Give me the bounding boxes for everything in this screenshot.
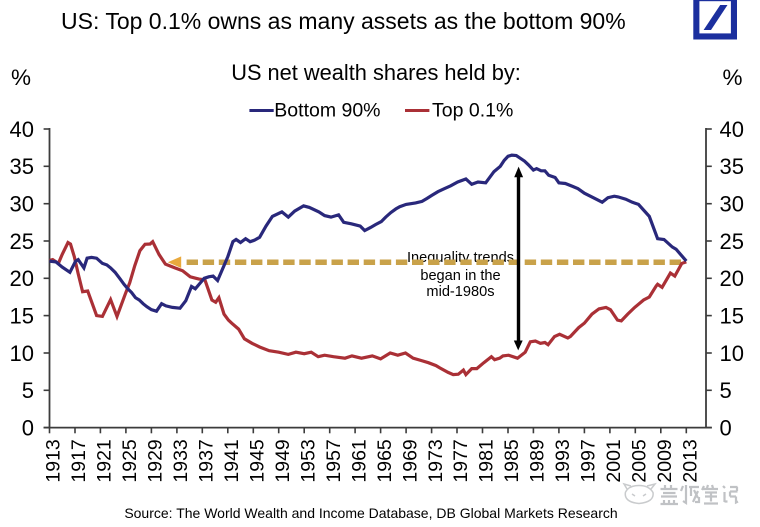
svg-text:US: Top 0.1% owns as many asse: US: Top 0.1% owns as many assets as the … — [61, 8, 626, 34]
svg-text:2005: 2005 — [629, 439, 651, 483]
svg-text:15: 15 — [720, 304, 744, 329]
svg-text:1929: 1929 — [145, 439, 167, 482]
svg-text:40: 40 — [10, 117, 34, 142]
svg-text:1977: 1977 — [450, 439, 472, 482]
svg-text:5: 5 — [22, 378, 34, 403]
svg-text:20: 20 — [10, 266, 34, 291]
svg-text:30: 30 — [720, 192, 744, 217]
svg-text:1993: 1993 — [552, 439, 574, 482]
svg-text:15: 15 — [10, 304, 34, 329]
svg-text:40: 40 — [720, 117, 744, 142]
svg-text:0: 0 — [22, 416, 34, 441]
svg-text:1961: 1961 — [348, 439, 370, 482]
svg-text:1945: 1945 — [247, 439, 269, 483]
svg-text:1917: 1917 — [68, 439, 90, 482]
svg-text:%: % — [723, 65, 743, 90]
svg-text:1925: 1925 — [119, 439, 141, 483]
svg-text:25: 25 — [10, 229, 34, 254]
svg-text:Bottom 90%: Bottom 90% — [274, 100, 380, 122]
svg-text:1985: 1985 — [501, 439, 523, 483]
svg-text:2013: 2013 — [680, 439, 702, 482]
svg-text:1953: 1953 — [297, 439, 319, 482]
svg-text:Top 0.1%: Top 0.1% — [432, 100, 513, 122]
svg-text:1973: 1973 — [425, 439, 447, 482]
svg-text:0: 0 — [720, 416, 732, 441]
svg-text:%: % — [11, 65, 31, 90]
svg-text:mid-1980s: mid-1980s — [426, 284, 494, 300]
svg-text:began in the: began in the — [420, 268, 500, 284]
svg-text:1913: 1913 — [43, 439, 65, 482]
svg-text:1957: 1957 — [323, 439, 345, 482]
svg-text:10: 10 — [720, 341, 744, 366]
svg-text:35: 35 — [10, 154, 34, 179]
svg-text:30: 30 — [10, 192, 34, 217]
svg-text:1969: 1969 — [399, 439, 421, 482]
svg-text:20: 20 — [720, 266, 744, 291]
svg-text:2001: 2001 — [603, 439, 625, 482]
svg-text:Source: The World Wealth and I: Source: The World Wealth and Income Data… — [124, 505, 617, 521]
svg-text:2009: 2009 — [654, 439, 676, 482]
svg-text:1997: 1997 — [578, 439, 600, 482]
svg-text:US net wealth shares held by:: US net wealth shares held by: — [231, 60, 521, 85]
svg-text:1989: 1989 — [527, 439, 549, 482]
svg-text:1933: 1933 — [170, 439, 192, 482]
svg-text:1981: 1981 — [476, 439, 498, 482]
svg-text:1937: 1937 — [196, 439, 218, 482]
svg-text:5: 5 — [720, 378, 732, 403]
svg-text:1941: 1941 — [221, 439, 243, 482]
svg-text:1965: 1965 — [374, 439, 396, 483]
svg-text:10: 10 — [10, 341, 34, 366]
svg-text:1921: 1921 — [94, 439, 116, 482]
svg-text:25: 25 — [720, 229, 744, 254]
svg-text:35: 35 — [720, 154, 744, 179]
svg-text:1949: 1949 — [272, 439, 294, 482]
